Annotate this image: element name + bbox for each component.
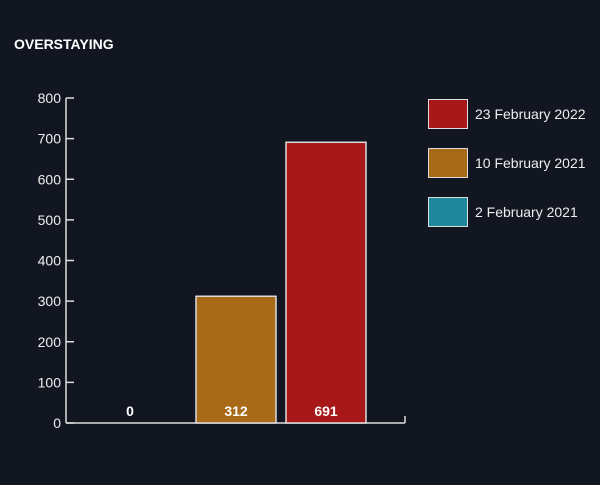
legend: 23 February 2022 10 February 2021 2 Febr… [428,98,586,245]
legend-swatch [428,99,468,129]
data-label: 0 [126,403,134,419]
legend-item: 2 February 2021 [428,196,586,228]
y-tick-label: 700 [38,131,62,147]
legend-swatch [428,197,468,227]
legend-swatch [428,148,468,178]
y-tick-label: 300 [38,293,62,309]
legend-item: 23 February 2022 [428,98,586,130]
y-tick-label: 600 [38,171,62,187]
y-tick-label: 500 [38,212,62,228]
legend-label: 23 February 2022 [475,106,586,122]
legend-label: 2 February 2021 [475,204,578,220]
y-tick-label: 400 [38,253,62,269]
legend-item: 10 February 2021 [428,147,586,179]
data-label: 312 [224,403,248,419]
data-label: 691 [314,403,338,419]
y-tick-label: 100 [38,374,62,390]
y-tick-label: 200 [38,334,62,350]
bar [195,295,277,424]
legend-label: 10 February 2021 [475,155,586,171]
bar [285,141,367,424]
y-tick-label: 0 [53,415,61,431]
y-tick-label: 800 [38,90,62,106]
chart-title: OVERSTAYING [14,36,114,52]
